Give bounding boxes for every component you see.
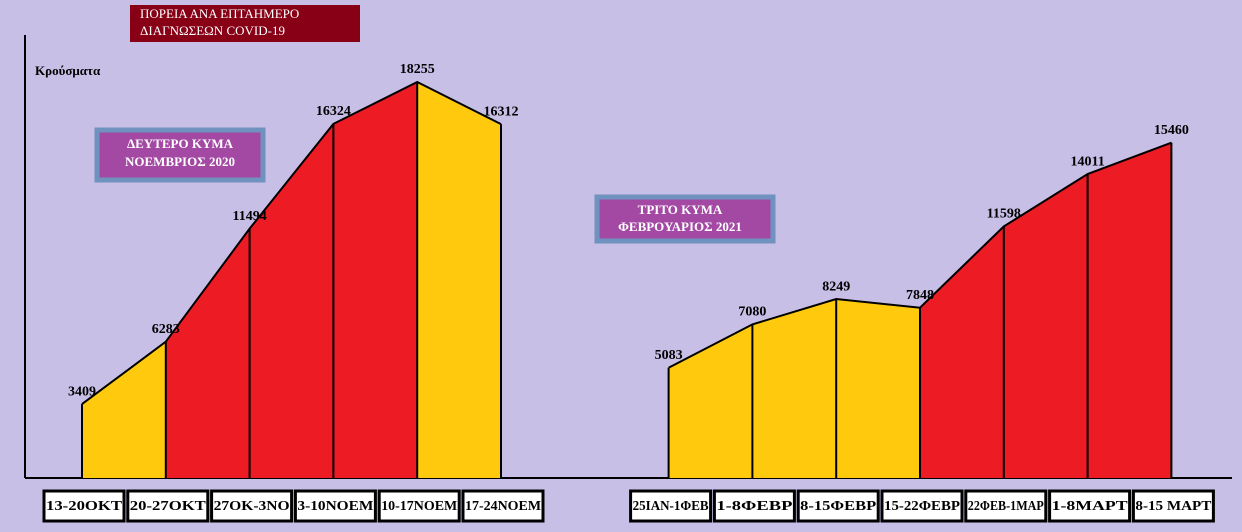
category-box: [210, 489, 294, 523]
value-label: 16312: [484, 104, 519, 119]
value-label: 7080: [738, 305, 766, 320]
category-box: [377, 489, 461, 523]
annotation-box: [594, 194, 776, 244]
chart-title: ΠΟΡΕΙΑ ΑΝΑ ΕΠΤΑΗΜΕΡΟ: [140, 6, 299, 21]
area-segment: [417, 82, 501, 478]
value-label: 16324: [316, 104, 351, 119]
x-tick-label: 17-24ΝΟΕΜ: [465, 499, 541, 514]
value-label: 15460: [1154, 123, 1189, 138]
area-segment: [1087, 142, 1172, 479]
area-segment: [1003, 174, 1088, 478]
area-segment: [333, 82, 418, 478]
x-tick-label: 27ΟΚ-3ΝΟ: [214, 499, 290, 514]
value-label: 18255: [400, 62, 435, 77]
area-segment: [82, 341, 166, 478]
category-box: [712, 489, 796, 523]
area-segment: [165, 228, 250, 478]
value-label: 5083: [655, 348, 683, 363]
line: [81, 80, 502, 405]
area-segment: [836, 299, 920, 478]
title-box: [130, 5, 360, 42]
x-tick-label: 1-8ΦΕΒΡ: [716, 499, 793, 514]
x-tick-label: 8-15 ΜΑΡΤ: [1135, 499, 1212, 514]
value-label: 14011: [1070, 154, 1104, 169]
value-label: 11598: [987, 207, 1021, 222]
value-label: 7848: [906, 288, 934, 303]
category-box: [629, 489, 713, 523]
x-tick-label: 20-27ΟΚΤ: [130, 499, 207, 514]
category-box: [293, 489, 377, 523]
area-segment: [920, 226, 1004, 478]
area-segment: [668, 324, 753, 478]
x-tick-label: 15-22ΦΕΒΡ: [884, 499, 960, 514]
category-box: [796, 489, 880, 523]
category-box: [461, 489, 545, 523]
annotation: ΦΕΒΡΟΥΑΡΙΟΣ 2021: [618, 219, 742, 234]
x-tick-label: 3-10ΝΟΕΜ: [297, 499, 373, 514]
category-box: [42, 489, 126, 523]
x-tick-label: 22ΦΕΒ-1ΜΑΡ: [968, 499, 1044, 514]
area-segment: [752, 299, 837, 478]
x-tick-label: 8-15ΦΕΒΡ: [800, 499, 877, 514]
category-box: [964, 489, 1048, 523]
x-tick-label: 1-8ΜΑΡΤ: [1052, 499, 1129, 514]
value-label: 11494: [232, 209, 266, 224]
annotation-box: [94, 127, 266, 183]
area-segment: [249, 123, 334, 478]
category-box: [1048, 489, 1132, 523]
x-tick-label: 13-20ΟΚΤ: [46, 499, 123, 514]
line: [668, 141, 1172, 369]
category-box: [126, 489, 210, 523]
x-tick-label: 10-17ΝΟΕΜ: [381, 499, 457, 514]
annotation: ΝΟΕΜΒΡΙΟΣ 2020: [125, 154, 235, 169]
category-box: [880, 489, 964, 523]
x-tick-label: 25ΙΑΝ-1ΦΕΒ: [633, 499, 709, 514]
value-label: 3409: [68, 384, 96, 399]
chart-title: ΔΙΑΓΝΩΣΕΩΝ COVID-19: [140, 23, 285, 38]
y-axis-label: Κρούσματα: [35, 63, 101, 78]
annotation: ΤΡΙΤΟ ΚΥΜΑ: [638, 202, 723, 217]
value-label: 8249: [822, 279, 850, 294]
category-box: [1131, 489, 1215, 523]
annotation: ΔΕΥΤΕΡΟ ΚΥΜΑ: [127, 136, 234, 151]
